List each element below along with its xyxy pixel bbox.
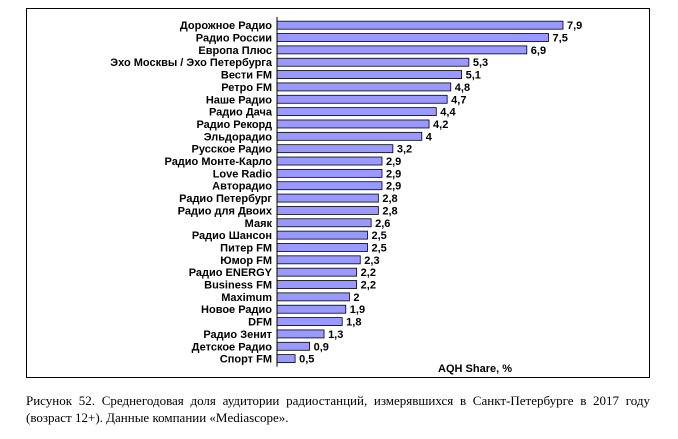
- value-label: 4: [426, 131, 433, 143]
- figure-caption: Рисунок 52. Среднегодовая доля аудитории…: [26, 393, 650, 425]
- bar-chart: Дорожное Радио 7,9 Радио России 7,5 Европа П…: [110, 17, 582, 375]
- value-label: 0,5: [299, 354, 314, 366]
- category-label: Европа Плюс: [198, 45, 272, 57]
- category-label: Детское Радио: [192, 341, 273, 353]
- value-label: 2,3: [364, 255, 379, 267]
- bar: [276, 119, 430, 129]
- value-label: 0,9: [314, 341, 329, 353]
- bar: [276, 156, 383, 166]
- bar: [276, 168, 383, 178]
- value-label: 1,9: [350, 304, 365, 316]
- category-label: Наше Радио: [206, 94, 272, 106]
- bar: [276, 329, 325, 339]
- value-label: 2,8: [382, 193, 397, 205]
- category-label: Спорт FM: [220, 354, 272, 366]
- category-label: Вести FM: [221, 70, 272, 82]
- value-label: 2,6: [375, 218, 390, 230]
- bar: [276, 33, 549, 42]
- value-label: 4,8: [455, 82, 470, 94]
- bar: [276, 107, 437, 117]
- bar: [276, 267, 358, 277]
- value-label: 2,9: [386, 168, 401, 180]
- value-label: 2: [353, 292, 359, 304]
- category-label: Радио Рекорд: [196, 119, 272, 131]
- value-label: 4,7: [451, 94, 466, 106]
- value-label: 2,2: [361, 280, 376, 292]
- bar: [276, 20, 564, 30]
- category-label: Ретро FM: [221, 82, 272, 94]
- bar: [276, 230, 368, 240]
- category-label: Питер FM: [220, 242, 272, 254]
- bar: [276, 317, 343, 326]
- chart-frame: Дорожное Радио 7,9 Радио России 7,5 Европа П…: [26, 8, 650, 378]
- bar: [276, 218, 372, 228]
- category-label: Эхо Москвы / Эхо Петербурга: [110, 57, 273, 69]
- x-axis-title: AQH Share, %: [438, 363, 512, 375]
- value-label: 2,5: [372, 230, 387, 242]
- category-label: Business FM: [204, 280, 272, 292]
- bar: [276, 144, 394, 154]
- category-label: Радио для Двоих: [178, 205, 273, 217]
- category-label: Maximum: [221, 292, 272, 304]
- category-label: Маяк: [245, 218, 273, 230]
- value-label: 5,3: [473, 57, 488, 69]
- bar: [276, 255, 361, 265]
- bar: [276, 193, 379, 203]
- value-label: 7,5: [553, 33, 568, 45]
- bar: [276, 206, 379, 215]
- bar: [276, 131, 423, 141]
- bar: [276, 94, 448, 104]
- value-label: 2,9: [386, 181, 401, 193]
- bar: [276, 70, 463, 79]
- category-label: Love Radio: [213, 168, 273, 180]
- value-label: 2,5: [372, 242, 387, 254]
- category-label: Радио ENERGY: [189, 267, 273, 279]
- value-label: 2,8: [382, 205, 397, 217]
- value-label: 1,8: [346, 317, 361, 329]
- bar: [276, 243, 368, 252]
- category-label: DFM: [248, 317, 272, 329]
- value-label: 4,2: [433, 119, 448, 131]
- bar: [276, 45, 528, 55]
- value-label: 4,4: [440, 107, 456, 119]
- value-label: 6,9: [531, 45, 546, 57]
- category-label: Эльдорадио: [204, 131, 273, 143]
- bar: [276, 341, 310, 351]
- bar: [276, 280, 358, 289]
- bar: [276, 57, 470, 67]
- value-label: 2,9: [386, 156, 401, 168]
- bar: [276, 304, 347, 314]
- category-label: Радио Петербург: [179, 193, 272, 205]
- value-label: 5,1: [466, 70, 481, 82]
- value-label: 3,2: [397, 144, 412, 156]
- category-label: Радио России: [196, 33, 272, 45]
- category-label: Авторадио: [212, 181, 272, 193]
- category-label: Новое Радио: [201, 304, 272, 316]
- bar: [276, 82, 452, 92]
- bar: [276, 181, 383, 191]
- value-label: 1,3: [328, 329, 343, 341]
- category-label: Радио Зенит: [203, 329, 272, 341]
- value-label: 7,9: [567, 20, 582, 32]
- value-label: 2,2: [361, 267, 376, 279]
- category-label: Русское Радио: [192, 144, 273, 156]
- bar: [276, 292, 350, 302]
- category-label: Радио Дача: [209, 107, 273, 119]
- bar: [276, 354, 296, 364]
- category-label: Радио Шансон: [192, 230, 272, 242]
- category-label: Дорожное Радио: [180, 20, 272, 32]
- category-label: Радио Монте-Карло: [165, 156, 273, 168]
- category-label: Юмор FM: [220, 255, 272, 267]
